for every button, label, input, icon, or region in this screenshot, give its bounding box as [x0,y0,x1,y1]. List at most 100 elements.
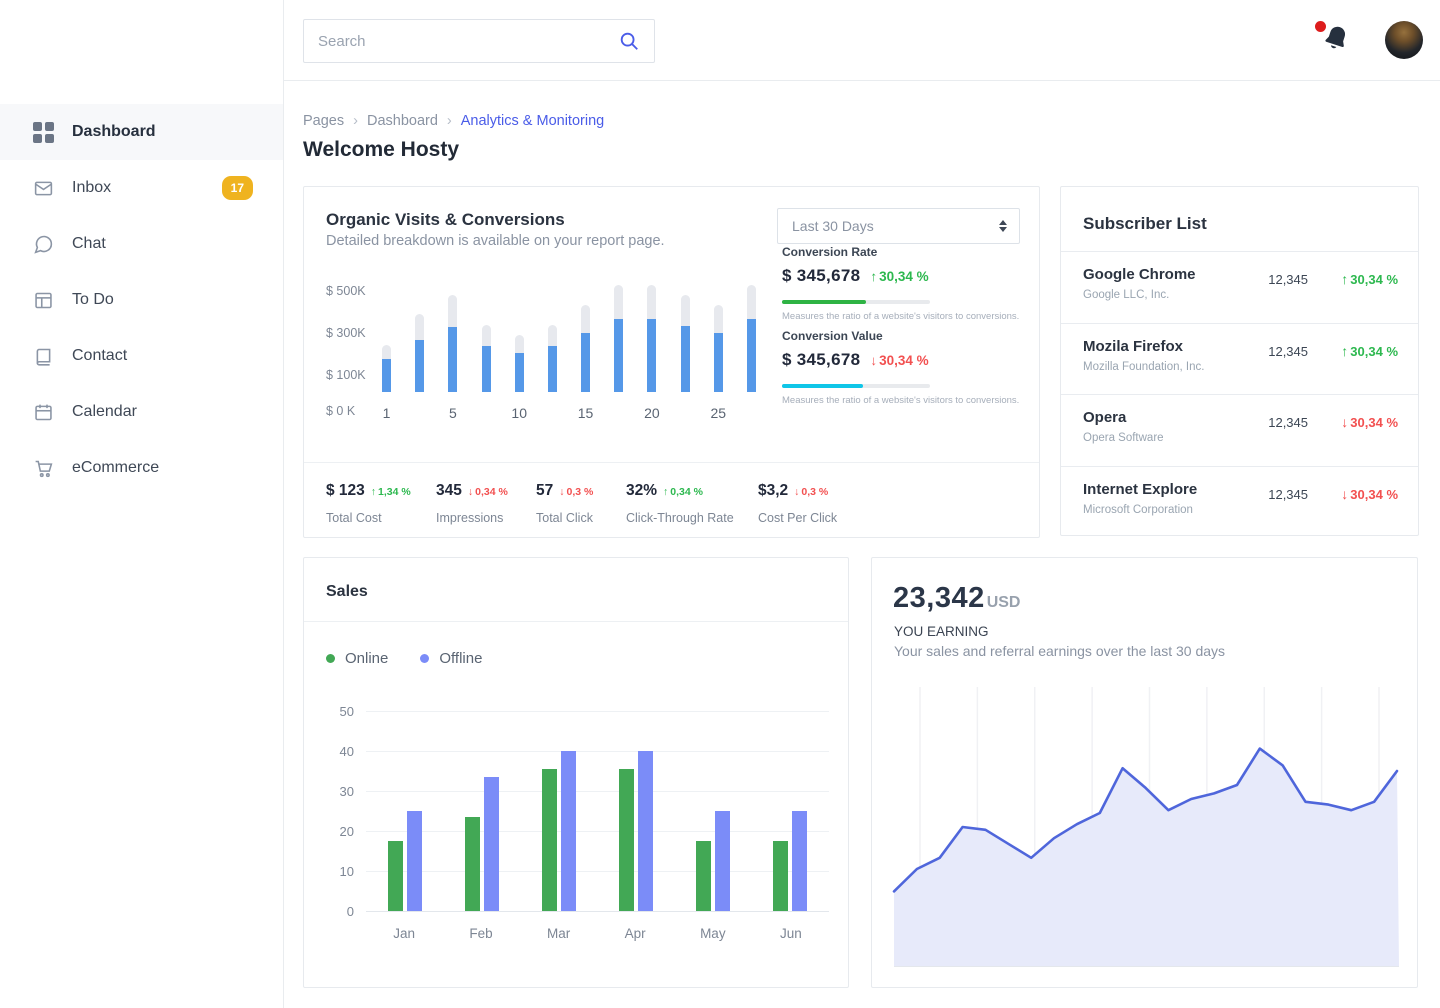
sidebar-item-ecommerce[interactable]: eCommerce [0,440,283,496]
legend-item-offline[interactable]: Offline [420,650,482,667]
sidebar-item-dashboard[interactable]: Dashboard [0,104,283,160]
x-axis-label: Apr [624,926,646,941]
cart-icon [32,457,54,479]
card-title: Sales [326,583,368,600]
earning-amount: 23,342 [893,582,985,614]
app-logo[interactable] [0,0,283,80]
metric-delta: ↓ 30,34 % [870,353,929,368]
user-avatar[interactable] [1385,21,1423,59]
company-name: Opera Software [1083,432,1164,444]
kpi-value: 57 [536,482,554,499]
browser-name: Mozila Firefox [1083,337,1184,355]
subscriber-row[interactable]: Opera Opera Software 12,345 ↓ 30,34 % [1061,394,1418,466]
sidebar-item-todo[interactable]: To Do [0,272,283,328]
x-axis-label: 10 [511,405,527,421]
legend-dot [420,654,430,663]
sidebar: Dashboard Inbox 17 Chat [0,0,284,1008]
subscriber-row[interactable]: Mozila Firefox Mozilla Foundation, Inc. 12… [1061,322,1418,395]
y-axis-label: $ 100K [326,368,366,382]
breadcrumb-pages[interactable]: Pages [303,113,345,129]
organic-bar-chart: $ 500K $ 300K $ 100K $ 0 K 1 5 10 15 20 25 [326,284,756,521]
search-input[interactable] [318,32,618,50]
x-axis-label [747,405,756,421]
bar-group-jun [773,811,808,911]
subscriber-count: 12,345 [1268,343,1308,359]
notification-bell-icon[interactable] [1315,21,1355,58]
subscriber-count: 12,345 [1268,272,1308,287]
sidebar-item-contact[interactable]: Contact [0,328,283,384]
kpi-value: $ 123 [326,482,365,499]
earning-currency: USD [986,594,1021,611]
x-axis-label: Jan [393,926,415,941]
divider [304,621,848,622]
x-axis-label: 15 [577,405,594,421]
date-range-select[interactable]: Last 30 Days [777,208,1020,244]
chevron-right-icon: › [446,113,452,129]
online-bar [619,769,635,911]
breadcrumb-dashboard[interactable]: Dashboard [366,113,438,129]
metric-caption: Measures the ratio of a website's visito… [782,311,1020,322]
contact-icon [32,345,54,367]
y-axis-label: 50 [339,704,354,719]
subscriber-delta: ↓ 30,34 % [1341,485,1398,502]
sidebar-item-calendar[interactable]: Calendar [0,384,283,440]
y-axis-label: 10 [339,864,354,879]
bar-group-mar [541,751,576,911]
y-axis: $ 500K $ 300K $ 100K $ 0 K [326,284,378,521]
chevron-right-icon: › [353,113,358,129]
y-axis-label: 0 [346,904,354,919]
kpi-value: 345 [436,482,462,499]
online-bar [387,841,403,911]
sidebar-item-label: eCommerce [72,459,160,476]
gridline [366,871,829,872]
conversion-value-block: Conversion Value $ 345,678 ↓ 30,34 % Meas… [782,329,1022,406]
kpi-stats-row: $ 123 ↑ 1,34 % Total Cost 345 ↓ 0,34 % Impressi… [326,482,837,525]
bars-area [382,285,756,392]
x-axis-label: May [700,926,726,941]
gridline [366,751,829,752]
organic-bar [415,314,425,392]
date-range-value: Last 30 Days [792,218,874,234]
sidebar-item-chat[interactable]: Chat [0,216,283,272]
online-bar [541,769,557,911]
earning-description: Your sales and referral earnings over th… [894,643,1226,659]
kpi-stat: 32% ↑ 0,34 % Click-Through Rate [626,482,758,525]
metric-value: $ 345,678 [782,266,861,285]
bar-group-jan [387,811,422,911]
x-axis-label [681,405,690,421]
notification-dot [1315,21,1326,32]
x-axis: 1 5 10 15 20 25 [382,405,756,421]
offline-bar [406,811,422,911]
search-box[interactable] [303,19,655,63]
kpi-label: Impressions [436,511,504,525]
metric-label: Conversion Value [782,329,883,343]
search-icon[interactable] [618,30,640,52]
sidebar-item-label: To Do [72,291,114,308]
browser-name: Internet Explore [1083,480,1198,498]
offline-bar [792,811,808,911]
x-axis-label [415,405,424,421]
subscriber-rows: Google Chrome Google LLC, Inc. 12,345 ↑ 30,3… [1061,251,1418,537]
kpi-delta: ↓ 0,3 % [559,486,594,498]
legend-label: Offline [439,650,483,667]
x-axis-label: 25 [710,405,727,421]
legend-item-online[interactable]: Online [326,650,388,667]
browser-name: Google Chrome [1083,266,1196,283]
online-bar [464,817,480,911]
subscriber-row[interactable]: Google Chrome Google LLC, Inc. 12,345 ↑ 30,3… [1061,251,1418,323]
sidebar-item-inbox[interactable]: Inbox 17 [0,160,283,216]
kpi-delta: ↓ 0,3 % [794,486,829,498]
organic-bar [481,325,491,392]
gridline [366,831,829,832]
kpi-stat: $ 123 ↑ 1,34 % Total Cost [326,482,436,525]
organic-bar [680,295,690,392]
kpi-stat: $3,2 ↓ 0,3 % Cost Per Click [758,482,837,525]
x-axis-label: 20 [644,405,660,421]
breadcrumb-current[interactable]: Analytics & Monitoring [460,113,605,129]
subscriber-row[interactable]: Internet Explore Microsoft Corporation 12,… [1061,465,1418,538]
gridline [366,711,829,712]
kpi-label: Click-Through Rate [626,511,734,525]
card-title: Subscriber List [1083,214,1207,233]
sidebar-item-label: Calendar [72,403,137,420]
earning-card: 23,342 USD YOU EARNING Your sales and re… [871,557,1418,988]
